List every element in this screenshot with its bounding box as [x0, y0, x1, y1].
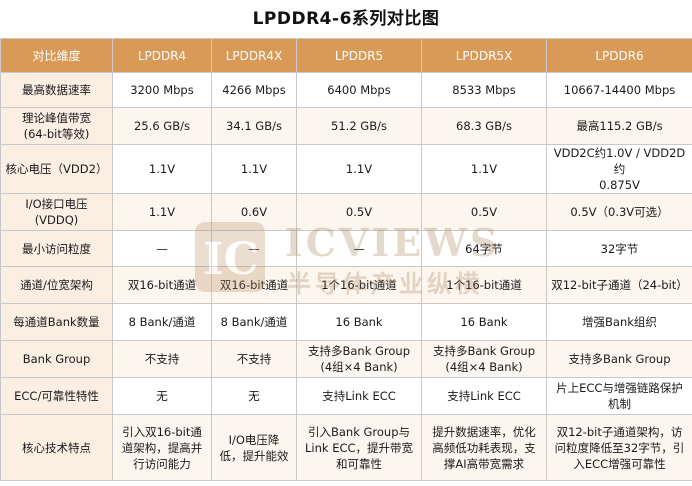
header-cell: LPDDR5X [421, 38, 547, 73]
table-cell: 无 [211, 377, 297, 415]
row-label: 通道/位宽架构 [0, 266, 113, 304]
header-cell: LPDDR4X [211, 38, 297, 73]
table-cell: I/O电压降 低，提升能效 [211, 414, 297, 481]
table-cell: 8 Bank/通道 [112, 303, 212, 341]
table-cell: 1.1V [112, 144, 212, 194]
table-row: 每通道Bank数量 8 Bank/通道 8 Bank/通道 16 Bank 16 Ban… [0, 303, 692, 341]
table-cell: 4266 Mbps [211, 72, 297, 108]
row-label: 核心电压（VDD2） [0, 144, 113, 194]
page-title: LPDDR4-6系列对比图 [252, 9, 440, 29]
table-cell: 6400 Mbps [296, 72, 422, 108]
table-cell: — [211, 230, 297, 267]
table-cell: 片上ECC与增强链路保护 机制 [546, 377, 692, 415]
row-label: 最小访问粒度 [0, 230, 113, 267]
header-cell: 对比维度 [0, 38, 113, 73]
table-row: 核心技术特点 引入双16-bit通 道架构，提高并 行访问能力 I/O电压降 低，提升能效… [0, 414, 692, 481]
table-cell: 无 [112, 377, 212, 415]
table-cell: 支持多Bank Group (4组×4 Bank) [421, 340, 547, 378]
table-cell: 25.6 GB/s [112, 107, 212, 145]
table-cell: 双16-bit通道 [112, 266, 212, 304]
table-cell: 51.2 GB/s [296, 107, 422, 145]
table-cell: 32字节 [546, 230, 692, 267]
table-cell: 最高115.2 GB/s [546, 107, 692, 145]
table-cell: 16 Bank [421, 303, 547, 341]
table-cell: 1个16-bit通道 [421, 266, 547, 304]
table-cell: 双12-bit子通道架构，访 问粒度降低至32字节，引 入ECC增强可靠性 [546, 414, 692, 481]
table-row: Bank Group 不支持 不支持 支持多Bank Group (4组×4 Bank)… [0, 340, 692, 378]
table-row: 最小访问粒度 — — —64字节 32字节 [0, 230, 692, 267]
table-cell: 10667-14400 Mbps [546, 72, 692, 108]
row-label: 每通道Bank数量 [0, 303, 113, 341]
table-cell: 不支持 [211, 340, 297, 378]
table-cell: 0.5V（0.3V可选） [546, 193, 692, 231]
table-cell: 3200 Mbps [112, 72, 212, 108]
row-label: Bank Group [0, 340, 113, 378]
table-cell: 1.1V [296, 144, 422, 194]
header-cell: LPDDR5 [296, 38, 422, 73]
table-cell: 64字节 [421, 230, 547, 267]
header-cell: LPDDR6 [546, 38, 692, 73]
table-cell: 1.1V [211, 144, 297, 194]
row-label: ECC/可靠性特性 [0, 377, 113, 415]
table-row: 最高数据速率 3200 Mbps 4266 Mbps 6400 Mbps 8533 Mb… [0, 72, 692, 108]
table-cell: — [296, 230, 422, 267]
table-cell: 0.6V [211, 193, 297, 231]
table-cell: 提升数据速率，优化 高频低功耗表现，支 撑AI高带宽需求 [421, 414, 547, 481]
table-row: 通道/位宽架构 双16-bit通道 双16-bit通道 1个16-bit通道 1个16-… [0, 266, 692, 304]
table-cell: 支持Link ECC [421, 377, 547, 415]
table-cell: 0.5V [296, 193, 422, 231]
table-cell: 双16-bit通道 [211, 266, 297, 304]
table-cell: 68.3 GB/s [421, 107, 547, 145]
table-cell: 支持Link ECC [296, 377, 422, 415]
table-cell: 16 Bank [296, 303, 422, 341]
table-cell: VDD2C约1.0V / VDD2D约 0.875V [546, 144, 692, 194]
table-cell: 1.1V [112, 193, 212, 231]
table-cell: 引入Bank Group与 Link ECC，提升带宽 和可靠性 [296, 414, 422, 481]
table-cell: 8533 Mbps [421, 72, 547, 108]
table-cell: 双12-bit子通道（24-bit） [546, 266, 692, 304]
table-cell: 34.1 GB/s [211, 107, 297, 145]
table-cell: 0.5V [421, 193, 547, 231]
table-cell: 支持多Bank Group (4组×4 Bank) [296, 340, 422, 378]
row-label: I/O接口电压 (VDDQ) [0, 193, 113, 231]
row-label: 理论峰值带宽 (64-bit等效) [0, 107, 113, 145]
table-row: ECC/可靠性特性无无支持Link ECC 支持Link ECC 片上ECC与增强链… [0, 377, 692, 415]
header-cell: LPDDR4 [112, 38, 212, 73]
table-row: 核心电压（VDD2） 1.1V 1.1V 1.1V 1.1V VDD2C约1.0V / V… [0, 144, 692, 194]
table-row: I/O接口电压 (VDDQ) 1.1V 0.6V 0.5V 0.5V 0.5V（0.3V可选… [0, 193, 692, 231]
table-cell: 引入双16-bit通 道架构，提高并 行访问能力 [112, 414, 212, 481]
row-label: 核心技术特点 [0, 414, 113, 481]
comparison-table: 对比维度 LPDDR4 LPDDR4X LPDDR5 LPDDR5X LPDDR… [0, 38, 692, 481]
table-cell: — [112, 230, 212, 267]
table-cell: 1个16-bit通道 [296, 266, 422, 304]
header-row: 对比维度 LPDDR4 LPDDR4X LPDDR5 LPDDR5X LPDDR… [0, 38, 692, 73]
table-cell: 增强Bank组织 [546, 303, 692, 341]
table-cell: 1.1V [421, 144, 547, 194]
table-cell: 支持多Bank Group [546, 340, 692, 378]
table-cell: 不支持 [112, 340, 212, 378]
table-row: 理论峰值带宽 (64-bit等效) 25.6 GB/s 34.1 GB/s 51.2 G… [0, 107, 692, 145]
table-cell: 8 Bank/通道 [211, 303, 297, 341]
row-label: 最高数据速率 [0, 72, 113, 108]
